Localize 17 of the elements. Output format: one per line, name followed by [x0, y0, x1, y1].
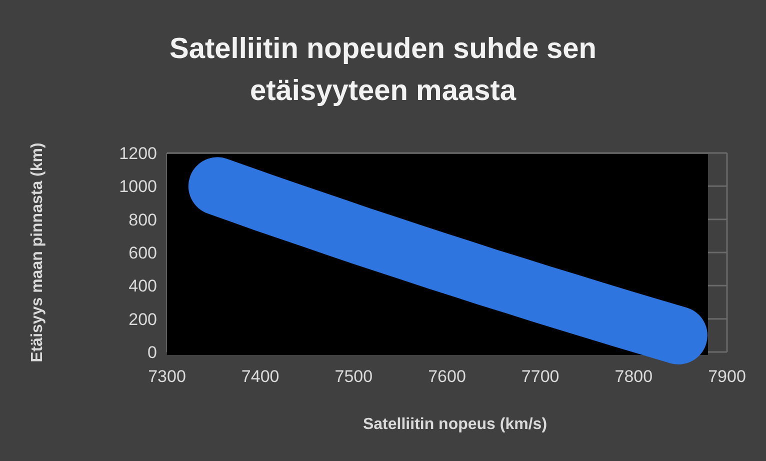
y-tick-label: 0 — [148, 342, 157, 362]
y-tick-label: 1200 — [119, 144, 157, 163]
y-tick-label: 200 — [128, 310, 157, 329]
y-tick-label: 400 — [128, 276, 157, 296]
x-tick-label: 7700 — [521, 367, 560, 386]
x-tick-label: 7300 — [148, 367, 186, 386]
y-tick-label: 800 — [128, 210, 157, 230]
y-tick-label: 600 — [128, 243, 157, 262]
x-tick-label: 7900 — [708, 367, 746, 386]
y-axis-title: Etäisyys maan pinnasta (km) — [29, 142, 46, 362]
y-tick-label: 1000 — [119, 177, 157, 196]
x-tick-label: 7600 — [428, 367, 466, 386]
x-tick-label: 7500 — [334, 367, 373, 386]
x-tick-label: 7400 — [241, 367, 280, 386]
chart-title: Satelliitin nopeuden suhde sen etäisyyteen maasta — [170, 33, 596, 107]
x-axis-title: Satelliitin nopeus (km/s) — [362, 416, 548, 433]
x-tick-label: 7800 — [614, 367, 653, 386]
